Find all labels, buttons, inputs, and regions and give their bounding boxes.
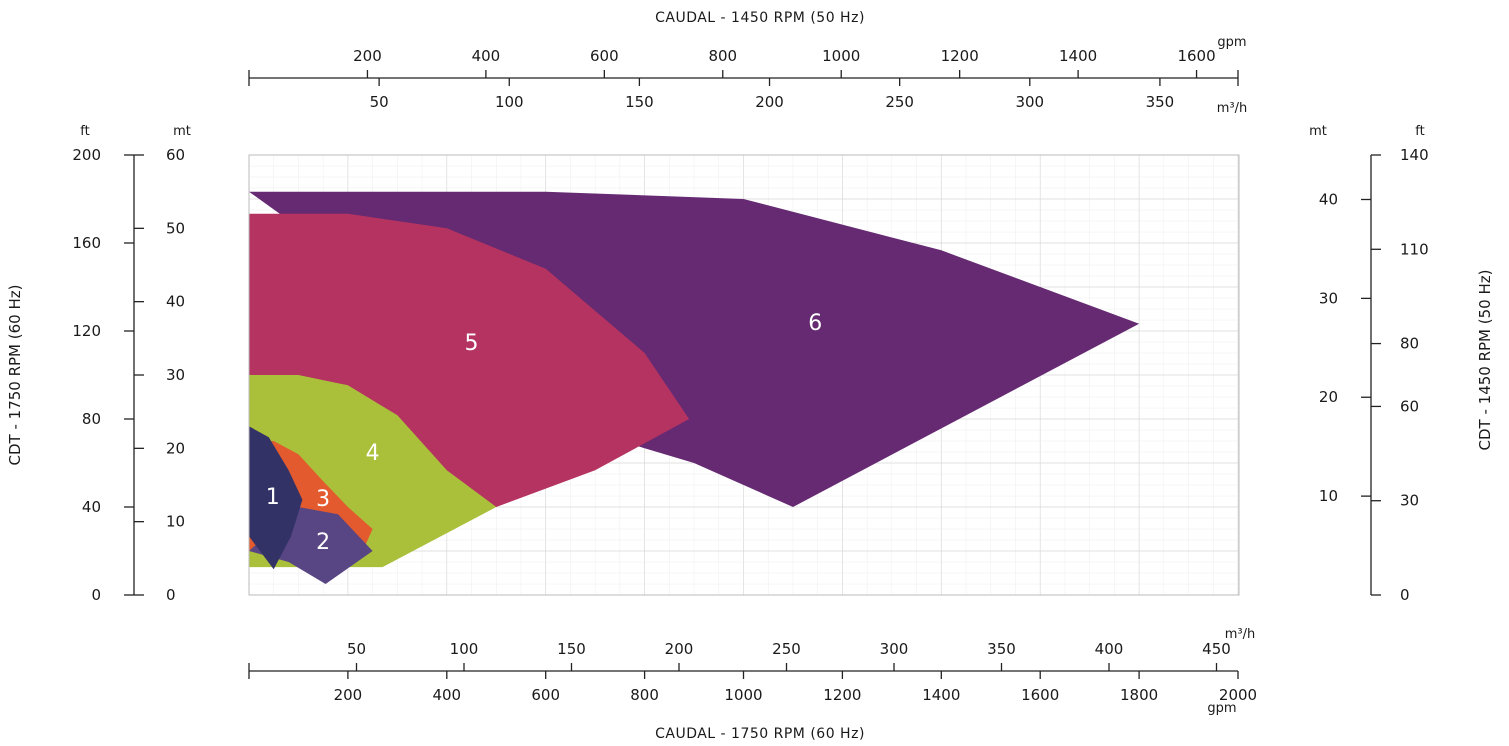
left-ft-tick-label: 0 xyxy=(91,586,101,604)
bottom-gpm-tick-label: 1600 xyxy=(1021,686,1059,704)
bottom-gpm-tick-label: 400 xyxy=(432,686,461,704)
left-mt-tick-label: 30 xyxy=(166,366,185,384)
right-axis-title: CDT - 1450 RPM (50 Hz) xyxy=(1476,270,1494,451)
top-m3h-tick-label: 100 xyxy=(495,93,524,111)
right-ft-tick-label: 30 xyxy=(1400,492,1419,510)
plot-frame xyxy=(248,154,1240,596)
top-gpm-tick-label: 200 xyxy=(353,47,382,65)
right-ft-tick-label: 110 xyxy=(1400,240,1429,258)
bottom-m3h-tick-label: 450 xyxy=(1202,640,1231,658)
pump-regions xyxy=(249,191,1140,584)
bottom-gpm-tick-label: 1800 xyxy=(1120,686,1158,704)
right-mt-unit: mt xyxy=(1309,124,1327,139)
top-gpm-tick-label: 1600 xyxy=(1177,47,1215,65)
left-ft-tick-label: 80 xyxy=(82,410,101,428)
right-axes: mt ft CDT - 1450 RPM (50 Hz) 10 20 30 40 0 30… xyxy=(1309,124,1494,604)
region-label-5: 5 xyxy=(465,331,479,356)
right-ft-tick-label: 80 xyxy=(1400,335,1419,353)
right-ft-tick-label: 0 xyxy=(1400,586,1410,604)
region-label-4: 4 xyxy=(366,441,380,466)
bottom-m3h-unit: m³/h xyxy=(1225,627,1256,642)
top-gpm-tick-label: 600 xyxy=(590,47,619,65)
left-mt-tick-label: 50 xyxy=(166,219,185,237)
top-gpm-tick-label: 800 xyxy=(708,47,737,65)
bottom-axis: CAUDAL - 1750 RPM (60 Hz) m³/h gpm 50 100… xyxy=(248,627,1257,742)
bottom-gpm-tick-label: 600 xyxy=(531,686,560,704)
top-gpm-tick-label: 1000 xyxy=(822,47,860,65)
left-axes: ft mt CDT - 1750 RPM (60 Hz) 0 40 80 120 160… xyxy=(6,124,191,604)
top-m3h-tick-label: 250 xyxy=(885,93,914,111)
bottom-m3h-tick-label: 150 xyxy=(557,640,586,658)
right-ft-tick-label: 140 xyxy=(1400,146,1429,164)
top-m3h-unit: m³/h xyxy=(1217,101,1248,116)
bottom-gpm-tick-label: 1000 xyxy=(724,686,762,704)
right-mt-tick-label: 40 xyxy=(1319,190,1338,208)
top-m3h-tick-label: 50 xyxy=(370,93,389,111)
top-gpm-unit: gpm xyxy=(1217,35,1246,50)
bottom-m3h-tick-label: 100 xyxy=(450,640,479,658)
region-label-1: 1 xyxy=(266,485,280,510)
right-mt-tick-label: 20 xyxy=(1319,388,1338,406)
top-gpm-tick-label: 1400 xyxy=(1059,47,1097,65)
left-mt-tick-label: 10 xyxy=(166,513,185,531)
bottom-gpm-tick-label: 800 xyxy=(630,686,659,704)
bottom-m3h-tick-label: 50 xyxy=(347,640,366,658)
bottom-axis-title: CAUDAL - 1750 RPM (60 Hz) xyxy=(655,726,865,742)
region-label-3: 3 xyxy=(316,487,330,512)
bottom-gpm-tick-label: 200 xyxy=(334,686,363,704)
left-ft-tick-label: 200 xyxy=(72,146,101,164)
left-ft-tick-label: 120 xyxy=(72,322,101,340)
right-mt-tick-label: 30 xyxy=(1319,289,1338,307)
region-label-6: 6 xyxy=(808,311,822,336)
bottom-m3h-tick-label: 250 xyxy=(772,640,801,658)
left-mt-tick-label: 20 xyxy=(166,439,185,457)
left-mt-tick-label: 40 xyxy=(166,293,185,311)
bottom-gpm-tick-label: 1400 xyxy=(922,686,960,704)
bottom-gpm-tick-label: 2000 xyxy=(1219,686,1257,704)
left-mt-tick-label: 60 xyxy=(166,146,185,164)
region-labels: 6 5 4 3 2 1 xyxy=(266,311,822,555)
region-label-2: 2 xyxy=(316,530,330,555)
bottom-m3h-tick-label: 400 xyxy=(1095,640,1124,658)
bottom-m3h-tick-label: 300 xyxy=(880,640,909,658)
bottom-gpm-unit: gpm xyxy=(1207,701,1236,716)
right-ft-tick-label: 60 xyxy=(1400,397,1419,415)
left-ft-tick-label: 160 xyxy=(72,234,101,252)
bottom-m3h-tick-label: 200 xyxy=(665,640,694,658)
left-ft-tick-label: 40 xyxy=(82,498,101,516)
region-1 xyxy=(249,426,303,570)
top-gpm-tick-label: 400 xyxy=(472,47,501,65)
top-m3h-tick-label: 150 xyxy=(625,93,654,111)
top-m3h-tick-label: 300 xyxy=(1015,93,1044,111)
right-ft-unit: ft xyxy=(1415,124,1424,139)
left-ft-unit: ft xyxy=(80,124,89,139)
left-mt-unit: mt xyxy=(173,124,191,139)
left-axis-title: CDT - 1750 RPM (60 Hz) xyxy=(6,285,24,466)
bottom-gpm-tick-label: 1200 xyxy=(823,686,861,704)
top-m3h-tick-label: 350 xyxy=(1146,93,1175,111)
bottom-m3h-tick-label: 350 xyxy=(987,640,1016,658)
top-m3h-tick-label: 200 xyxy=(755,93,784,111)
right-mt-tick-label: 10 xyxy=(1319,487,1338,505)
top-axis: CAUDAL - 1450 RPM (50 Hz) gpm m³/h 200 40… xyxy=(248,10,1248,116)
left-mt-tick-label: 0 xyxy=(166,586,176,604)
top-axis-title: CAUDAL - 1450 RPM (50 Hz) xyxy=(655,10,865,26)
top-gpm-tick-label: 1200 xyxy=(941,47,979,65)
